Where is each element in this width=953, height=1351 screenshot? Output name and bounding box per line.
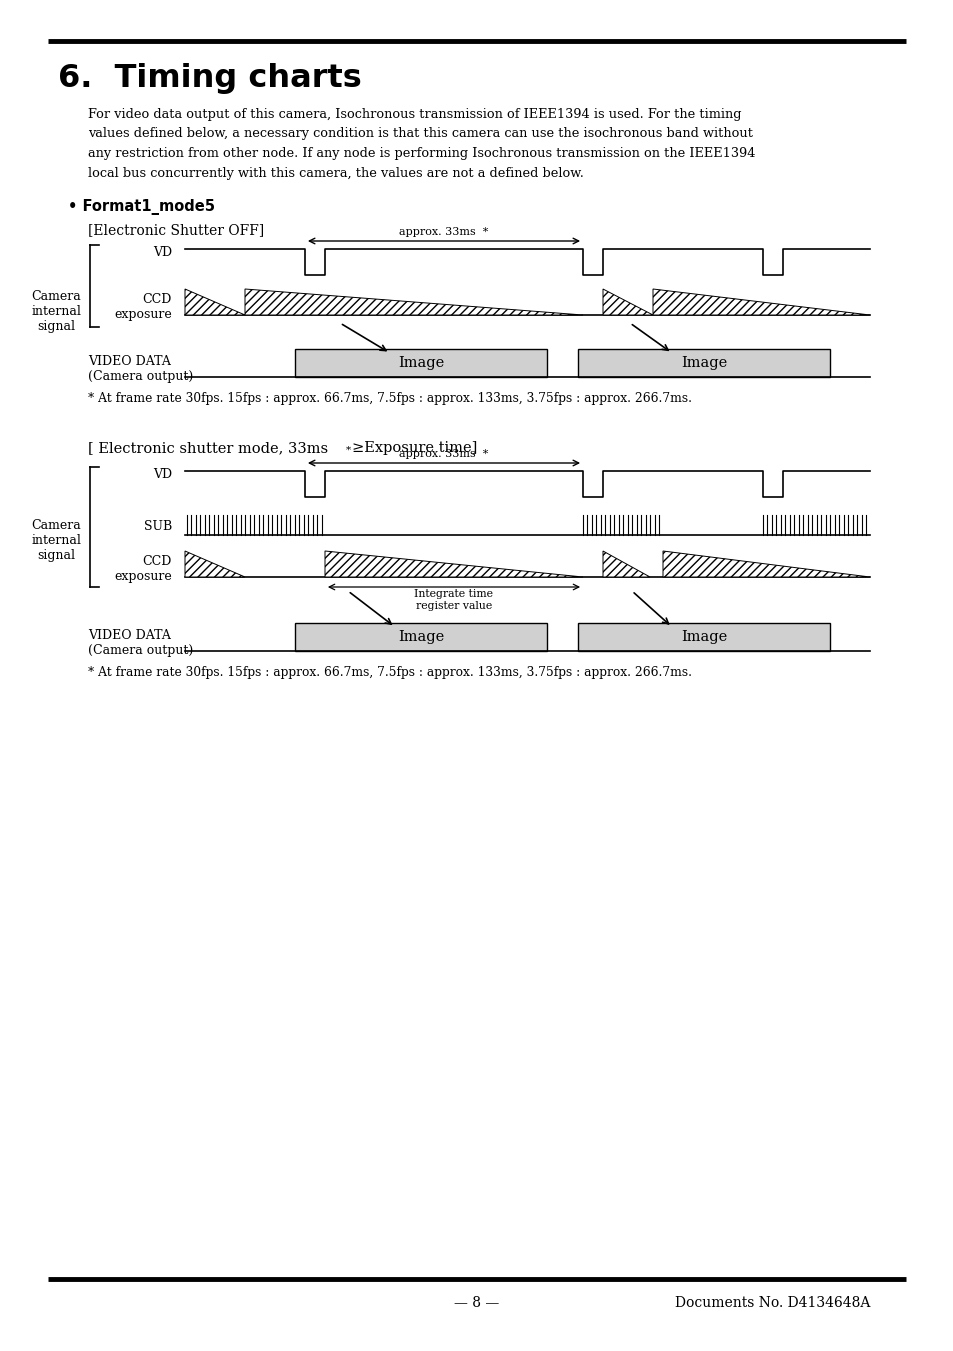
Text: VD: VD bbox=[152, 469, 172, 481]
Text: CCD
exposure: CCD exposure bbox=[114, 555, 172, 584]
Text: Camera
internal
signal: Camera internal signal bbox=[31, 519, 81, 562]
Text: Image: Image bbox=[680, 630, 726, 644]
Text: For video data output of this camera, Isochronous transmission of IEEE1394 is us: For video data output of this camera, Is… bbox=[88, 108, 755, 180]
Text: Image: Image bbox=[397, 630, 444, 644]
Text: Documents No. D4134648A: Documents No. D4134648A bbox=[674, 1296, 869, 1310]
Polygon shape bbox=[652, 289, 869, 315]
Text: 6.  Timing charts: 6. Timing charts bbox=[58, 63, 361, 95]
Polygon shape bbox=[185, 289, 245, 315]
Text: [Electronic Shutter OFF]: [Electronic Shutter OFF] bbox=[88, 223, 264, 236]
Text: * At frame rate 30fps. 15fps : approx. 66.7ms, 7.5fps : approx. 133ms, 3.75fps :: * At frame rate 30fps. 15fps : approx. 6… bbox=[88, 666, 691, 680]
Bar bbox=[578, 623, 829, 651]
Text: approx. 33ms  *: approx. 33ms * bbox=[399, 227, 488, 236]
Text: [ Electronic shutter mode, 33ms: [ Electronic shutter mode, 33ms bbox=[88, 440, 328, 455]
Text: CCD
exposure: CCD exposure bbox=[114, 293, 172, 322]
Polygon shape bbox=[602, 551, 649, 577]
Polygon shape bbox=[325, 551, 582, 577]
Text: • Format1_mode5: • Format1_mode5 bbox=[68, 199, 214, 215]
Text: VD: VD bbox=[152, 246, 172, 259]
Polygon shape bbox=[245, 289, 582, 315]
Text: approx. 33ms  *: approx. 33ms * bbox=[399, 449, 488, 459]
Polygon shape bbox=[185, 551, 245, 577]
Text: * At frame rate 30fps. 15fps : approx. 66.7ms, 7.5fps : approx. 133ms, 3.75fps :: * At frame rate 30fps. 15fps : approx. 6… bbox=[88, 392, 691, 405]
Text: SUB: SUB bbox=[144, 520, 172, 534]
Bar bbox=[578, 349, 829, 377]
Text: Camera
internal
signal: Camera internal signal bbox=[31, 290, 81, 332]
Text: *: * bbox=[346, 446, 351, 455]
Polygon shape bbox=[602, 289, 652, 315]
Text: VIDEO DATA
(Camera output): VIDEO DATA (Camera output) bbox=[88, 355, 193, 382]
Text: VIDEO DATA
(Camera output): VIDEO DATA (Camera output) bbox=[88, 630, 193, 657]
Bar bbox=[294, 349, 546, 377]
Text: Image: Image bbox=[397, 357, 444, 370]
Text: Integrate time
register value: Integrate time register value bbox=[414, 589, 493, 612]
Polygon shape bbox=[662, 551, 869, 577]
Text: Image: Image bbox=[680, 357, 726, 370]
Bar bbox=[294, 623, 546, 651]
Text: — 8 —: — 8 — bbox=[454, 1296, 499, 1310]
Text: ≥Exposure time]: ≥Exposure time] bbox=[352, 440, 476, 455]
